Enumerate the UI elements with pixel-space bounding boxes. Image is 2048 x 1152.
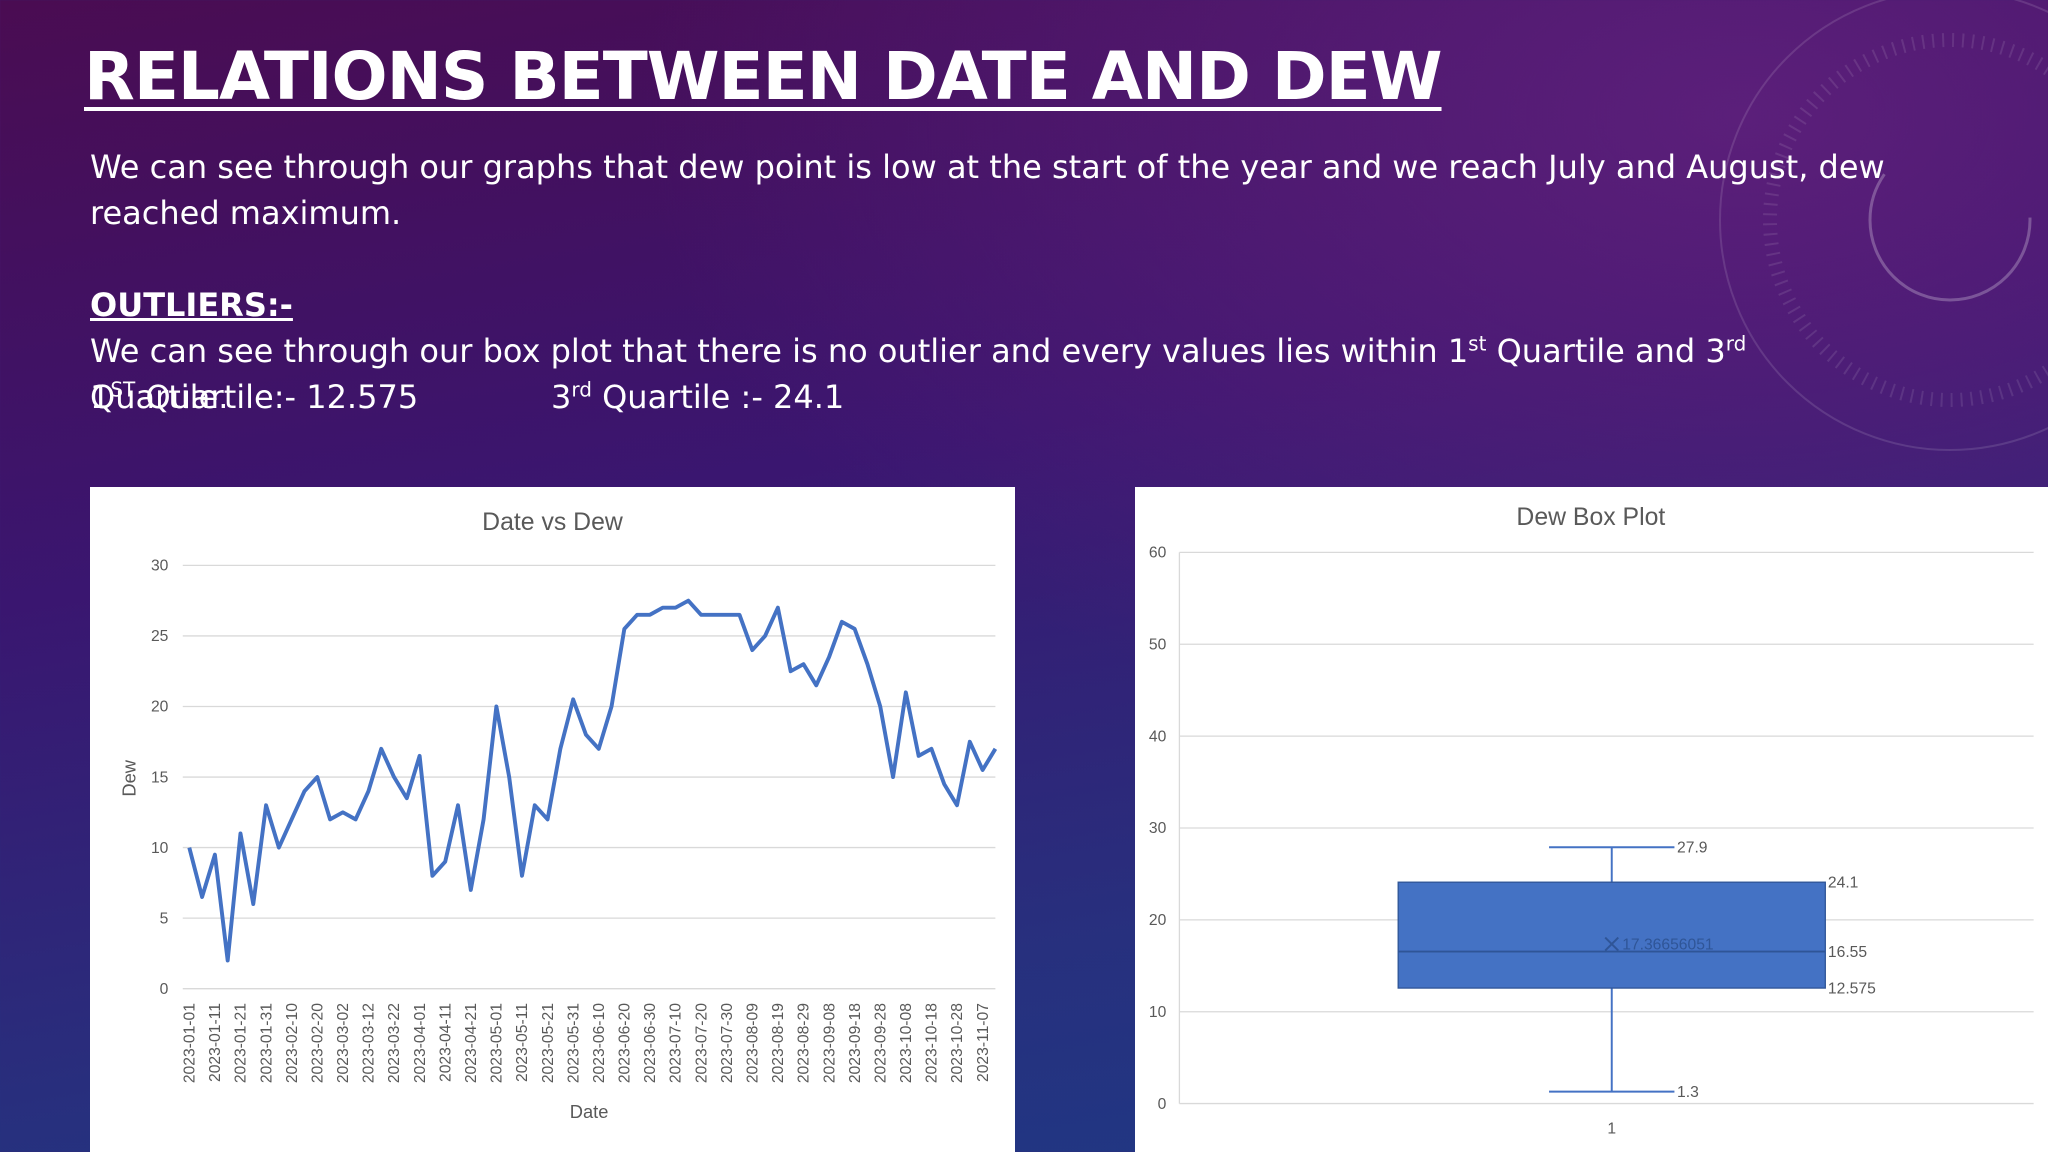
mean-marker — [1604, 936, 1619, 952]
y-tick-label: 0 — [1158, 1096, 1167, 1113]
chart-panel: Dew Box Plot 0 10 20 30 40 50 60 1 27.9 1.3 24.1 16.… — [1135, 487, 2048, 1152]
x-tick-label: 2023-03-02 — [335, 1003, 352, 1083]
data-label: 17.36656051 — [1622, 936, 1713, 953]
x-tick-label: 2023-05-31 — [565, 1003, 582, 1083]
x-tick-label: 2023-10-18 — [924, 1003, 941, 1083]
x-tick-label: 2023-06-20 — [617, 1003, 634, 1083]
q1-text: 1ST Quartile:- 12.575 — [90, 374, 590, 420]
line-series — [187, 598, 998, 963]
x-tick-label: 2023-03-12 — [361, 1003, 378, 1083]
x-tick-label: 2023-04-21 — [463, 1003, 480, 1083]
sup: rd — [1725, 331, 1747, 356]
x-tick-label: 2023-05-21 — [540, 1003, 557, 1083]
sup: ST — [110, 377, 136, 402]
x-tick-label: 2023-01-11 — [207, 1003, 224, 1082]
y-tick-label: 15 — [151, 769, 169, 786]
data-label: 1.3 — [1677, 1084, 1699, 1101]
x-tick-label: 2023-07-10 — [668, 1003, 685, 1083]
chart-title: Date vs Dew — [482, 509, 623, 536]
y-tick-label: 20 — [1149, 912, 1167, 929]
box-chart: Dew Box Plot 0 10 20 30 40 50 60 1 27.9 1.3 24.1 16.… — [1149, 504, 2034, 1138]
x-tick-label: 2023-06-30 — [642, 1003, 659, 1083]
text: Quartile. — [90, 378, 229, 416]
x-tick-label: 1 — [1607, 1121, 1616, 1138]
x-tick-label: 2023-10-28 — [949, 1003, 966, 1083]
y-tick-label: 10 — [1149, 1004, 1167, 1021]
y-tick-label: 30 — [1149, 820, 1167, 837]
chart-title: Dew Box Plot — [1516, 504, 1665, 531]
x-tick-label: 2023-10-08 — [898, 1003, 915, 1083]
x-tick-label: 2023-09-28 — [872, 1003, 889, 1083]
x-tick-label: 2023-08-09 — [745, 1003, 762, 1083]
outliers-heading: OUTLIERS:- — [90, 286, 293, 324]
chart-panel: Date vs Dew 0 5 10 15 20 25 30 2023-01-01 2023-01… — [90, 487, 1015, 1152]
y-tick-label: 60 — [1149, 545, 1167, 562]
x-tick-label: 2023-01-01 — [182, 1003, 199, 1083]
text: We can see through our box plot that the… — [90, 332, 1469, 370]
x-tick-label: 2023-08-19 — [770, 1003, 787, 1083]
y-tick-label: 10 — [151, 840, 169, 857]
x-tick-label: 2023-07-30 — [719, 1003, 736, 1083]
y-axis-label: Dew — [119, 759, 140, 796]
outliers-text: We can see through our box plot that the… — [90, 328, 1890, 420]
text: Quartile:- 12.575 — [135, 378, 419, 416]
data-label: 27.9 — [1677, 840, 1707, 857]
x-tick-label: 2023-05-11 — [514, 1003, 531, 1082]
paragraph: We can see through our graphs that dew p… — [90, 148, 1885, 232]
q3-text: 3rd Quartile :- 24.1 — [551, 374, 1051, 420]
data-label: 16.55 — [1828, 944, 1867, 961]
text: Quartile and 3 — [1486, 332, 1726, 370]
y-tick-label: 30 — [151, 558, 169, 575]
x-tick-label: 2023-05-01 — [489, 1003, 506, 1083]
x-axis-label: Date — [570, 1101, 609, 1122]
y-tick-label: 5 — [160, 910, 169, 927]
data-label: 12.575 — [1828, 980, 1876, 997]
decoration — [1719, 0, 2048, 451]
x-tick-label: 2023-01-31 — [258, 1003, 275, 1083]
y-tick-label: 50 — [1149, 636, 1167, 653]
line-chart: Date vs Dew 0 5 10 15 20 25 30 2023-01-01 2023-01… — [119, 509, 998, 1122]
x-tick-label: 2023-02-20 — [309, 1003, 326, 1083]
y-tick-label: 25 — [151, 628, 169, 645]
text: 1 — [90, 378, 111, 416]
y-tick-label: 0 — [160, 981, 169, 998]
slide-title: RELATIONS BETWEEN DATE AND DEW — [84, 38, 1443, 115]
text: 3 — [551, 378, 572, 416]
sup: rd — [571, 377, 592, 402]
x-tick-label: 2023-09-18 — [847, 1003, 864, 1083]
x-tick-label: 2023-08-29 — [796, 1003, 813, 1083]
sup: st — [1468, 331, 1487, 356]
box — [1397, 881, 1826, 989]
x-tick-label: 2023-03-22 — [386, 1003, 403, 1083]
x-tick-label: 2023-02-10 — [284, 1003, 301, 1083]
x-tick-label: 2023-09-08 — [821, 1003, 838, 1083]
text: Quartile :- 24.1 — [591, 378, 845, 416]
data-label: 24.1 — [1828, 874, 1858, 891]
x-tick-label: 2023-04-01 — [412, 1003, 429, 1083]
x-tick-label: 2023-06-10 — [591, 1003, 608, 1083]
x-tick-label: 2023-11-07 — [975, 1003, 992, 1082]
y-tick-label: 40 — [1149, 728, 1167, 745]
y-tick-label: 20 — [151, 699, 169, 716]
x-tick-label: 2023-04-11 — [437, 1003, 454, 1082]
x-tick-label: 2023-01-21 — [233, 1003, 250, 1083]
x-tick-label: 2023-07-20 — [693, 1003, 710, 1083]
